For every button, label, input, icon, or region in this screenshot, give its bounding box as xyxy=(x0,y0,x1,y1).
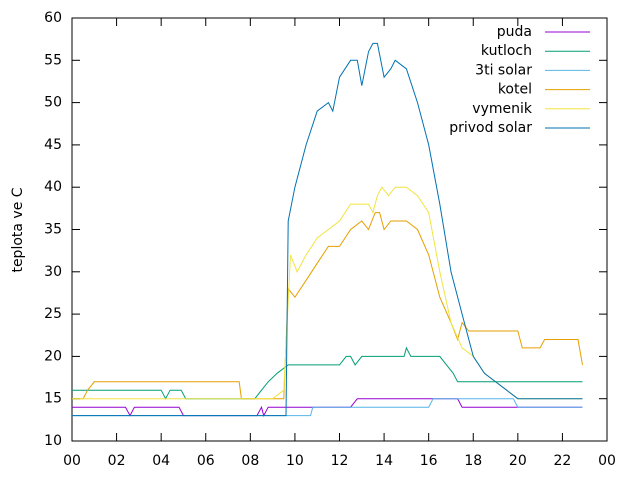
y-tick-label: 40 xyxy=(44,179,62,195)
x-tick-label: 04 xyxy=(152,453,170,469)
x-tick-label: 10 xyxy=(286,453,304,469)
x-tick-label: 00 xyxy=(63,453,81,469)
series-line xyxy=(72,398,583,417)
series-line xyxy=(72,346,583,400)
x-tick-label: 16 xyxy=(420,453,438,469)
legend-label: 3ti solar xyxy=(475,62,532,78)
y-tick-label: 15 xyxy=(44,391,62,407)
x-tick-label: 22 xyxy=(554,453,572,469)
x-tick-label: 00 xyxy=(598,453,616,469)
x-tick-label: 14 xyxy=(375,453,393,469)
x-tick-label: 20 xyxy=(509,453,527,469)
x-tick-label: 06 xyxy=(197,453,215,469)
series-line xyxy=(72,42,583,417)
y-tick-label: 60 xyxy=(44,10,62,26)
y-tick-label: 45 xyxy=(44,137,62,153)
y-tick-label: 25 xyxy=(44,306,62,322)
y-tick-label: 50 xyxy=(44,95,62,111)
series-line xyxy=(72,212,583,400)
y-tick-label: 20 xyxy=(44,348,62,364)
y-tick-label: 30 xyxy=(44,264,62,280)
legend-label: kutloch xyxy=(481,43,532,59)
x-tick-label: 08 xyxy=(241,453,259,469)
legend-label: kotel xyxy=(498,82,532,98)
y-axis-label: teplota ve C xyxy=(10,187,26,272)
legend-label: privod solar xyxy=(449,120,532,136)
legend-label: vymenik xyxy=(472,101,533,117)
series-line xyxy=(72,186,583,400)
y-tick-label: 35 xyxy=(44,222,62,238)
x-tick-label: 12 xyxy=(331,453,349,469)
y-tick-label: 55 xyxy=(44,52,62,68)
y-tick-label: 10 xyxy=(44,433,62,449)
x-tick-label: 18 xyxy=(464,453,482,469)
legend-label: puda xyxy=(497,24,532,40)
x-tick-label: 02 xyxy=(108,453,126,469)
